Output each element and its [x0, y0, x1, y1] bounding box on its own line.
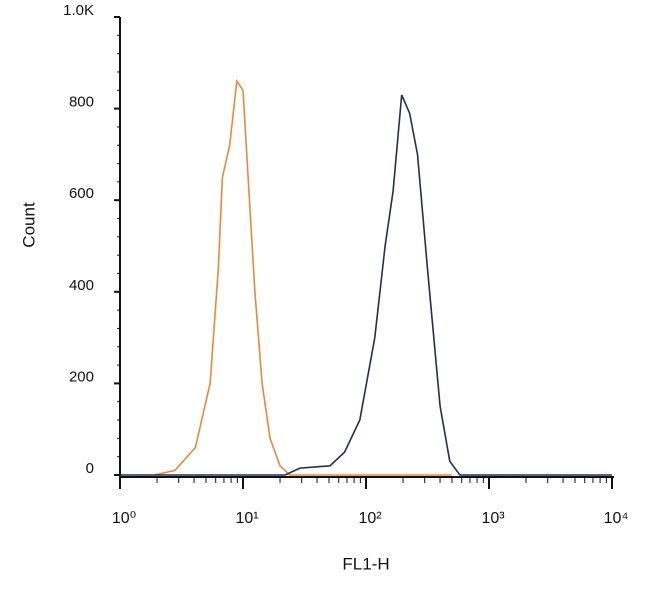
y-tick-label: 400 — [69, 277, 94, 294]
histogram-line — [120, 94, 612, 476]
histogram-line — [154, 78, 452, 476]
y-tick-label: 600 — [69, 185, 94, 202]
x-tick-label: 10⁰ — [112, 510, 136, 527]
y-axis-label: Count — [19, 202, 38, 248]
y-tick-label: 1.0K — [63, 2, 94, 19]
x-tick-label: 10⁴ — [604, 510, 629, 527]
x-tick-label: 10¹ — [235, 510, 258, 527]
y-tick-label: 200 — [69, 368, 94, 385]
x-tick-label: 10² — [358, 510, 382, 527]
x-tick-label: 10³ — [481, 510, 505, 527]
y-tick-label: 800 — [69, 94, 94, 111]
x-axis-label: FL1-H — [342, 554, 389, 573]
y-tick-label: 0 — [86, 460, 94, 477]
